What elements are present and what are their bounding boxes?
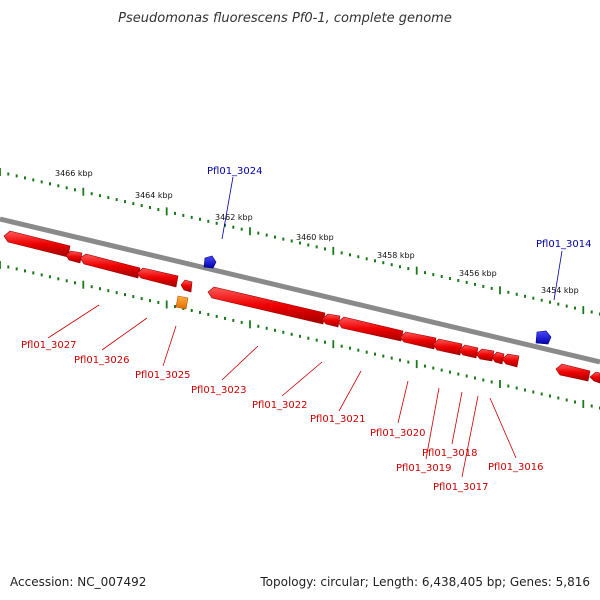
gene-arrow-3026b[interactable]	[136, 267, 179, 288]
gene-arrow-3027b[interactable]	[65, 250, 83, 264]
kbp-label-3454: 3454 kbp	[541, 286, 579, 295]
gene-arrow-3020[interactable]	[399, 331, 437, 350]
gene-label-3017[interactable]: Pfl01_3017	[433, 482, 489, 493]
gene-arrow-3027[interactable]	[3, 230, 71, 258]
leader-3022	[281, 361, 323, 397]
forward-label-leaders	[221, 176, 563, 301]
gene-arrow-3023[interactable]	[207, 286, 326, 325]
reverse-gene-track	[3, 230, 600, 384]
leader-3025	[162, 325, 177, 367]
gene-label-3024[interactable]: Pfl01_3024	[207, 166, 263, 177]
leader-3017	[461, 395, 479, 478]
leader-3019	[425, 387, 440, 460]
kbp-label-3462: 3462 kbp	[215, 213, 253, 222]
gene-label-3018[interactable]: Pfl01_3018	[422, 448, 478, 459]
gene-label-3025[interactable]: Pfl01_3025	[135, 370, 191, 381]
gene-arrow-3016[interactable]	[501, 353, 520, 368]
gene-label-3022[interactable]: Pfl01_3022	[252, 400, 308, 411]
leader-3016	[489, 397, 517, 459]
leader-3018	[451, 391, 463, 445]
gene-arrow-3014[interactable]	[535, 330, 552, 345]
leader-3026	[101, 317, 148, 351]
gene-arrow-edge[interactable]	[589, 371, 600, 384]
reverse-label-leaders	[47, 304, 517, 478]
leader-3023	[221, 345, 259, 381]
gene-label-3027[interactable]: Pfl01_3027	[21, 340, 77, 351]
gene-label-3026[interactable]: Pfl01_3026	[74, 355, 130, 366]
genome-backbone	[0, 216, 600, 365]
gene-label-3019[interactable]: Pfl01_3019	[396, 463, 452, 474]
gene-arrow-3019[interactable]	[432, 338, 463, 356]
gene-arrow-3025a[interactable]	[180, 279, 193, 293]
outer-tick-ring	[0, 168, 600, 316]
kbp-label-3458: 3458 kbp	[377, 251, 415, 260]
leader-3027	[47, 304, 100, 339]
gene-label-3023[interactable]: Pfl01_3023	[191, 385, 247, 396]
reverse-gene-labels: Pfl01_3027 Pfl01_3026 Pfl01_3025 Pfl01_3…	[21, 340, 544, 493]
leader-3024	[221, 176, 234, 240]
kbp-label-3460: 3460 kbp	[296, 233, 334, 242]
leader-3021	[338, 370, 362, 412]
gene-arrow-3021[interactable]	[337, 316, 404, 342]
gene-arrow-3026[interactable]	[79, 253, 141, 279]
map-title: Pseudomonas fluorescens Pf0-1, complete …	[118, 11, 452, 26]
rna-gene-3025[interactable]	[175, 295, 189, 310]
gene-label-3016[interactable]: Pfl01_3016	[488, 462, 544, 473]
leader-3014	[553, 250, 563, 301]
forward-gene-track	[203, 255, 552, 345]
kbp-label-3466: 3466 kbp	[55, 169, 93, 178]
gene-label-3020[interactable]: Pfl01_3020	[370, 428, 426, 439]
gene-label-3014[interactable]: Pfl01_3014	[536, 239, 592, 250]
kbp-labels: 3466 kbp 3464 kbp 3462 kbp 3460 kbp 3458…	[55, 169, 579, 295]
accession-text: Accession: NC_007492	[10, 575, 146, 589]
gene-arrow-3017b[interactable]	[491, 351, 505, 365]
gene-arrow-3022[interactable]	[321, 313, 341, 328]
leader-3020	[397, 380, 409, 424]
genome-summary-text: Topology: circular; Length: 6,438,405 bp…	[259, 575, 590, 589]
inner-tick-ring	[0, 261, 600, 410]
gene-arrow-3024[interactable]	[203, 255, 217, 269]
kbp-label-3464: 3464 kbp	[135, 191, 173, 200]
kbp-label-3456: 3456 kbp	[459, 269, 497, 278]
gene-arrow-3017[interactable]	[475, 348, 495, 362]
gene-arrow-3015[interactable]	[555, 363, 591, 382]
gene-label-3021[interactable]: Pfl01_3021	[310, 414, 366, 425]
gene-arrow-3018[interactable]	[458, 344, 479, 359]
